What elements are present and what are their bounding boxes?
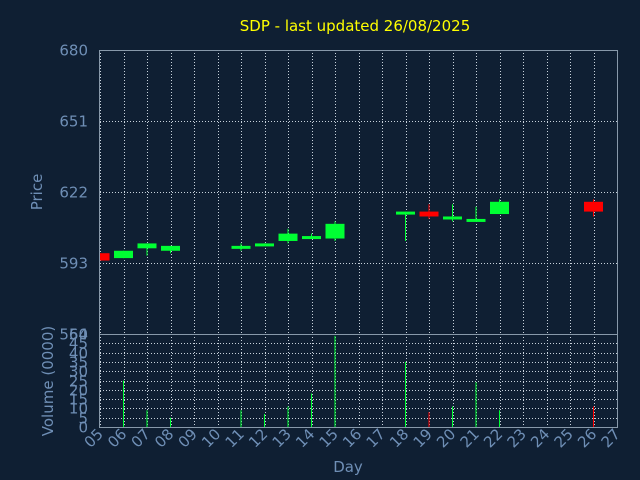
price-candle — [302, 233, 321, 240]
candle-body — [137, 243, 157, 249]
price-candle — [396, 211, 415, 241]
volume-tick-label: 40 — [69, 345, 88, 363]
x-tick-label: 06 — [104, 425, 130, 451]
price-candle — [255, 243, 274, 247]
candle-body — [584, 201, 603, 212]
x-tick-label: 10 — [198, 425, 224, 451]
price-candle — [278, 228, 298, 244]
price-axis-label: Price — [28, 174, 46, 211]
volume-bars — [123, 335, 594, 427]
candle-body — [325, 223, 345, 239]
price-tick-label: 680 — [59, 42, 88, 60]
x-tick-label: 14 — [292, 425, 318, 451]
price-candle — [419, 204, 439, 219]
candle-body — [161, 245, 180, 251]
volume-plot-frame — [99, 334, 618, 428]
price-candle — [490, 199, 509, 215]
x-tick-label: 25 — [551, 425, 577, 451]
candle-body — [114, 250, 133, 259]
candle-body — [490, 201, 509, 215]
x-tick-label: 15 — [316, 425, 342, 451]
x-tick-label: 23 — [504, 425, 530, 451]
candle-body — [302, 236, 321, 240]
x-tick-label: 11 — [222, 425, 248, 451]
chart-title: SDP - last updated 26/08/2025 — [240, 17, 471, 35]
volume-tick-label: 0 — [78, 419, 88, 437]
x-tick-label: 26 — [574, 425, 600, 451]
candle-body — [278, 233, 298, 241]
price-candle — [325, 221, 345, 241]
price-candle — [137, 243, 157, 256]
price-tick-label: 622 — [59, 184, 88, 202]
x-tick-label: 27 — [598, 425, 624, 451]
x-tick-label: 12 — [245, 425, 271, 451]
x-tick-label: 21 — [457, 425, 483, 451]
price-tick-label: 564 — [59, 326, 88, 344]
candle-body — [100, 253, 110, 261]
price-candle — [231, 243, 251, 251]
x-tick-label: 22 — [480, 425, 506, 451]
volume-tick-label: 30 — [69, 363, 88, 381]
price-tick-label: 593 — [59, 255, 88, 273]
price-candle — [466, 206, 486, 222]
price-candle — [114, 250, 133, 259]
x-tick-label: 07 — [128, 425, 154, 451]
price-candle — [584, 199, 603, 217]
candle-body — [443, 216, 462, 220]
x-tick-label: 09 — [175, 425, 201, 451]
price-candle — [443, 204, 462, 222]
x-tick-label: 19 — [410, 425, 436, 451]
candle-body — [396, 211, 415, 215]
x-tick-label: 08 — [151, 425, 177, 451]
candle-body — [255, 243, 274, 247]
x-tick-label: 20 — [433, 425, 459, 451]
volume-tick-label: 45 — [69, 335, 88, 353]
volume-tick-label: 20 — [69, 382, 88, 400]
candle-body — [231, 245, 251, 249]
price-tick-label: 651 — [59, 113, 88, 131]
x-tick-label: 17 — [363, 425, 389, 451]
volume-tick-label: 35 — [69, 354, 88, 372]
volume-tick-label: 50 — [69, 326, 88, 344]
price-candle — [161, 245, 180, 254]
grid-layer — [100, 50, 618, 427]
volume-axis-label: Volume (0000) — [39, 326, 57, 436]
volume-tick-label: 25 — [69, 373, 88, 391]
price-candle — [99, 253, 110, 261]
x-tick-label: 13 — [269, 425, 295, 451]
candle-body — [466, 218, 486, 222]
candle-body — [419, 211, 439, 217]
x-tick-label: 24 — [527, 425, 553, 451]
price-candles — [99, 199, 603, 261]
volume-tick-label: 5 — [78, 410, 88, 428]
x-tick-label: 18 — [386, 425, 412, 451]
x-axis-label: Day — [333, 458, 363, 476]
volume-tick-label: 15 — [69, 391, 88, 409]
volume-tick-label: 10 — [69, 400, 88, 418]
x-tick-label: 16 — [339, 425, 365, 451]
